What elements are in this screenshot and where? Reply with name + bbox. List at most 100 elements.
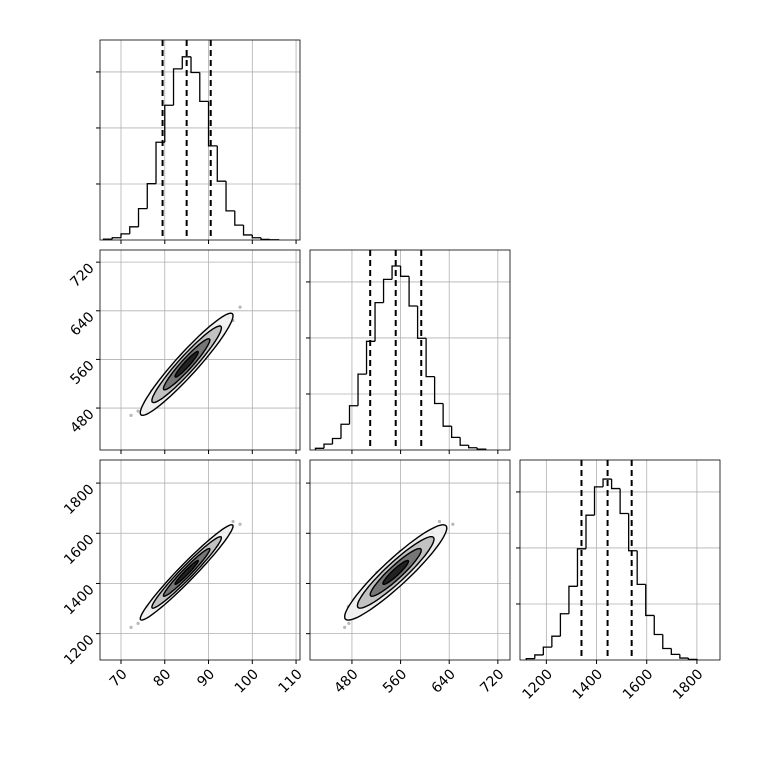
histogram-step — [374, 302, 384, 342]
histogram-panel: 1200 1400 1600 1800 — [516, 459, 721, 703]
scatter-panel: 480 560 640 720 — [67, 249, 301, 454]
histogram-step — [164, 104, 174, 143]
scatter-panel: 480 560 640 720 — [306, 459, 511, 697]
x-tick-label: 100 — [232, 666, 262, 696]
histogram-step — [207, 101, 218, 147]
panel-frame — [309, 459, 511, 661]
histogram-step — [199, 72, 209, 102]
x-tick-label: 720 — [477, 666, 507, 696]
histogram-step — [593, 486, 604, 516]
histogram-step — [459, 437, 469, 446]
histogram-step — [636, 550, 646, 586]
histogram-step — [628, 513, 638, 552]
y-tick-label: 1600 — [61, 532, 98, 569]
x-tick-label: 70 — [107, 666, 131, 690]
histogram-step — [442, 403, 452, 427]
x-tick-label: 80 — [151, 666, 175, 690]
histogram-step — [314, 447, 324, 450]
histogram-step — [602, 478, 612, 487]
x-tick-label: 1600 — [620, 666, 657, 703]
sample-point — [136, 409, 140, 413]
histogram-step — [433, 376, 444, 405]
histogram-step — [190, 56, 200, 74]
histogram-step — [120, 233, 130, 238]
histogram-step — [382, 278, 393, 303]
histogram-step — [181, 56, 192, 69]
contour — [174, 350, 199, 378]
histogram — [102, 40, 280, 240]
y-tick-label: 720 — [67, 261, 97, 291]
y-tick-label: 1200 — [61, 632, 98, 669]
histogram-step — [662, 634, 672, 650]
panel-frame — [99, 39, 301, 241]
histogram-step — [234, 210, 244, 226]
sample-point — [238, 522, 242, 526]
panel-frame — [99, 459, 301, 661]
sample-point — [136, 621, 140, 625]
x-tick-label: 110 — [276, 666, 306, 696]
histogram-step — [534, 654, 544, 659]
panel-frame — [309, 249, 511, 451]
histogram-step — [542, 646, 552, 655]
histogram-panel — [306, 249, 511, 454]
histogram-step — [260, 237, 270, 240]
histogram-step — [670, 648, 680, 656]
y-tick-label: 1400 — [61, 582, 98, 619]
scatter — [129, 519, 242, 629]
histogram-step — [251, 234, 262, 239]
sample-point — [129, 625, 133, 629]
histogram-step — [146, 183, 157, 209]
scatter-panel: 70 80 90 100 110 1200 1400 1600 1800 — [61, 459, 306, 697]
sample-point — [451, 522, 455, 526]
sample-point — [231, 519, 235, 524]
x-tick-label: 480 — [331, 666, 361, 696]
x-tick-label: 1800 — [670, 666, 707, 703]
panel-frame — [99, 249, 301, 451]
histogram-step — [468, 445, 478, 449]
histogram-step — [408, 276, 418, 307]
histogram-step — [323, 443, 333, 449]
histogram-step — [391, 265, 401, 280]
histogram-step — [242, 225, 253, 236]
y-tick-label: 640 — [67, 309, 97, 339]
histogram-step — [216, 145, 227, 182]
histogram-panel — [96, 39, 301, 244]
sample-point — [343, 625, 347, 629]
y-tick-label: 560 — [67, 358, 97, 388]
histogram-step — [450, 426, 461, 439]
histogram-step — [416, 306, 427, 339]
histogram-step — [525, 657, 535, 660]
histogram-step — [357, 373, 367, 406]
x-tick-label: 1400 — [570, 666, 607, 703]
y-tick-label: 480 — [67, 406, 97, 436]
histogram-step — [653, 615, 663, 636]
histogram-step — [399, 265, 410, 277]
scatter — [129, 305, 242, 417]
histogram — [525, 460, 698, 660]
histogram-step — [365, 340, 376, 375]
sample-point — [437, 519, 442, 524]
histogram-step — [619, 488, 629, 515]
x-tick-label: 560 — [380, 666, 410, 696]
scatter — [343, 519, 455, 629]
histogram-step — [331, 437, 342, 445]
histogram-step — [559, 613, 569, 637]
x-tick-label: 90 — [194, 666, 218, 690]
histogram — [314, 250, 487, 450]
histogram-step — [348, 405, 359, 425]
histogram-step — [225, 181, 235, 212]
histogram-step — [551, 635, 561, 648]
histogram-step — [129, 226, 139, 234]
x-tick-label: 640 — [429, 666, 459, 696]
histogram-step — [568, 585, 578, 614]
histogram-step — [340, 423, 350, 439]
panel-frame — [519, 459, 721, 661]
histogram-step — [585, 514, 595, 549]
histogram-step — [610, 479, 621, 490]
contour — [382, 559, 410, 585]
y-tick-label: 1800 — [61, 481, 98, 518]
histogram-step — [679, 654, 689, 659]
contour — [174, 559, 199, 585]
histogram-step — [645, 584, 655, 617]
